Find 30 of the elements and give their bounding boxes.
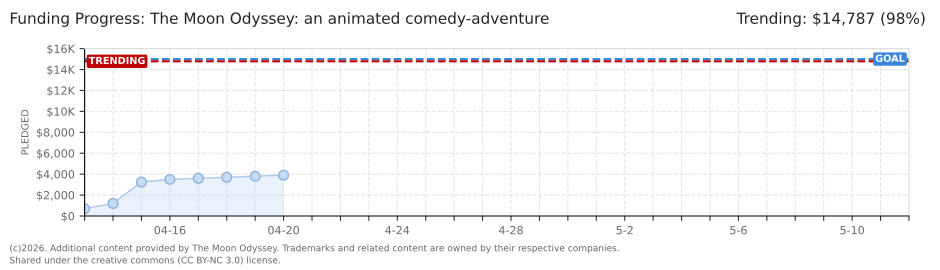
x-tick-label: 5-10 (840, 226, 864, 234)
ref-line-label: GOAL (876, 54, 905, 62)
point (136, 176, 148, 188)
x-tick-label: 04-16 (154, 226, 186, 234)
point (164, 174, 176, 185)
y-tick-label: $10K (47, 107, 76, 118)
text: Trending: $14,787 (98%) (736, 12, 925, 27)
y-tick-label: $14K (47, 65, 76, 76)
point (221, 172, 232, 183)
y-tick-label: $0 (62, 212, 74, 222)
y-axis-title: PLEDGED (21, 110, 29, 154)
y-tick-label: $2,000 (36, 190, 74, 201)
text: (c)2026. Additional content provided by The Moon Odyssey. Trademarks and related content are owned by their respective companies. (10, 244, 619, 254)
point (192, 172, 204, 184)
y-tick-label: $12K (47, 86, 76, 96)
point (278, 170, 290, 181)
x-tick-label: 5-2 (616, 226, 633, 234)
x-tick-label: 5-6 (730, 226, 747, 234)
x-tick-label: 4-24 (385, 226, 410, 234)
point (250, 170, 261, 182)
y-tick-label: $16K (47, 44, 76, 54)
point (107, 198, 119, 209)
ref-line-label: TRENDING (88, 56, 145, 64)
y-tick-label: $8,000 (36, 128, 74, 138)
chart-title: Funding Progress: The Moon Odyssey: an animated comedy-adventure (10, 12, 549, 27)
text: Shared under the creative commons (CC BY-NC 3.0) license. (10, 256, 280, 265)
y-tick-label: $4,000 (36, 170, 74, 180)
x-tick-label: 04-20 (268, 226, 299, 234)
y-tick-label: $6,000 (36, 149, 74, 160)
x-tick-label: 4-28 (498, 226, 523, 234)
